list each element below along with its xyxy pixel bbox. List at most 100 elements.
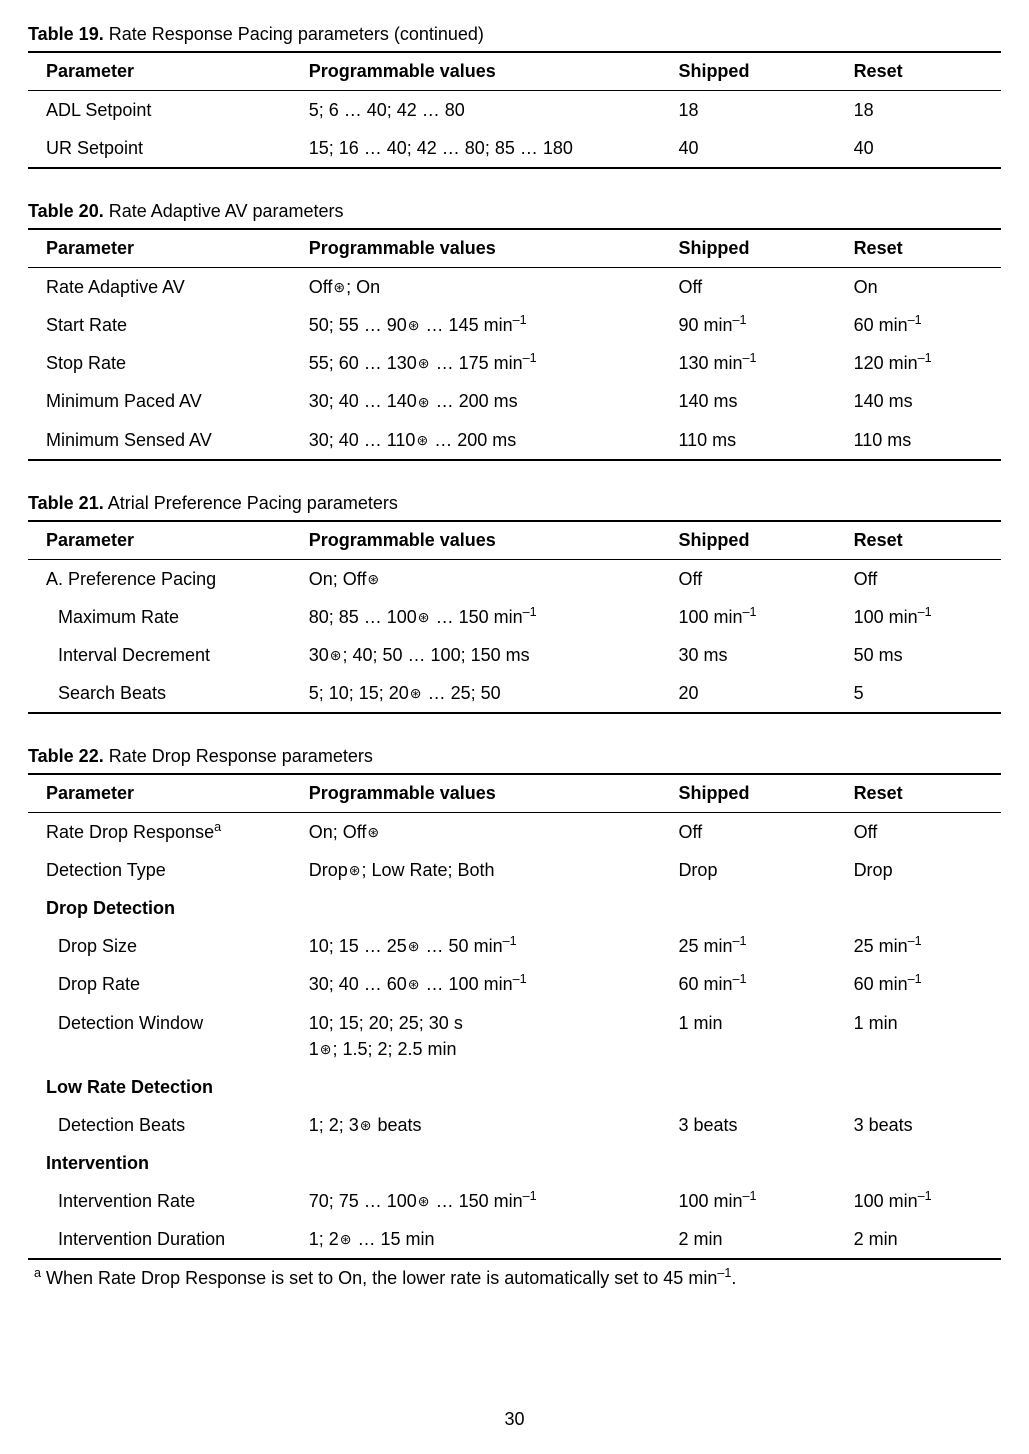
column-header: Parameter — [28, 521, 291, 560]
table-cell: Detection Window — [28, 1004, 291, 1068]
table-cell: Low Rate Detection — [28, 1068, 291, 1106]
column-header: Parameter — [28, 774, 291, 813]
table-row: Start Rate50; 55 … 90⊛ … 145 min–190 min… — [28, 306, 1001, 344]
table-cell: 80; 85 … 100⊛ … 150 min–1 — [291, 598, 661, 636]
table-cell: 30 ms — [660, 636, 835, 674]
table-cell — [291, 889, 661, 927]
table-cell — [836, 1144, 1001, 1182]
table-cell: 120 min–1 — [836, 344, 1001, 382]
table-title: Table 20. Rate Adaptive AV parameters — [28, 201, 1001, 222]
table-cell: Intervention Duration — [28, 1220, 291, 1259]
table-cell: Drop Size — [28, 927, 291, 965]
page-number: 30 — [28, 1409, 1001, 1430]
table-cell: 100 min–1 — [836, 1182, 1001, 1220]
table-cell: 18 — [836, 91, 1001, 130]
column-header: Shipped — [660, 774, 835, 813]
table-row: Maximum Rate80; 85 … 100⊛ … 150 min–1100… — [28, 598, 1001, 636]
table-cell — [660, 1068, 835, 1106]
table-cell: Drop⊛; Low Rate; Both — [291, 851, 661, 889]
table-cell: On — [836, 268, 1001, 307]
table-cell: 90 min–1 — [660, 306, 835, 344]
table-block: Table 19. Rate Response Pacing parameter… — [28, 24, 1001, 169]
table-cell: Drop — [836, 851, 1001, 889]
table-cell: 3 beats — [660, 1106, 835, 1144]
table-cell: 1 min — [660, 1004, 835, 1068]
table-cell: Minimum Paced AV — [28, 382, 291, 420]
table-cell: 25 min–1 — [660, 927, 835, 965]
table-cell: 2 min — [660, 1220, 835, 1259]
table-cell: 60 min–1 — [836, 306, 1001, 344]
column-header: Programmable values — [291, 521, 661, 560]
table-cell: 110 ms — [660, 421, 835, 460]
table-row: Intervention Rate70; 75 … 100⊛ … 150 min… — [28, 1182, 1001, 1220]
table-cell: 55; 60 … 130⊛ … 175 min–1 — [291, 344, 661, 382]
table-row: Drop Detection — [28, 889, 1001, 927]
table-row: ADL Setpoint5; 6 … 40; 42 … 801818 — [28, 91, 1001, 130]
table-cell: 3 beats — [836, 1106, 1001, 1144]
table-cell: Off — [836, 813, 1001, 852]
table-cell: Off⊛; On — [291, 268, 661, 307]
table-cell: Stop Rate — [28, 344, 291, 382]
table-title: Table 19. Rate Response Pacing parameter… — [28, 24, 1001, 45]
table-row: Minimum Paced AV30; 40 … 140⊛ … 200 ms14… — [28, 382, 1001, 420]
table-cell: Off — [660, 813, 835, 852]
table-row: UR Setpoint15; 16 … 40; 42 … 80; 85 … 18… — [28, 129, 1001, 168]
table-cell: 140 ms — [836, 382, 1001, 420]
column-header: Reset — [836, 521, 1001, 560]
table-cell: 5 — [836, 674, 1001, 713]
column-header: Programmable values — [291, 52, 661, 91]
table-cell: 50 ms — [836, 636, 1001, 674]
table-cell: Detection Beats — [28, 1106, 291, 1144]
table-cell: 40 — [660, 129, 835, 168]
table-cell: Drop — [660, 851, 835, 889]
table-cell: 5; 10; 15; 20⊛ … 25; 50 — [291, 674, 661, 713]
column-header: Parameter — [28, 229, 291, 268]
table-cell — [660, 1144, 835, 1182]
table-cell: 70; 75 … 100⊛ … 150 min–1 — [291, 1182, 661, 1220]
table-cell — [291, 1144, 661, 1182]
table-cell: 18 — [660, 91, 835, 130]
table-cell: 1; 2⊛ … 15 min — [291, 1220, 661, 1259]
table-cell: 10; 15 … 25⊛ … 50 min–1 — [291, 927, 661, 965]
table-cell: Rate Drop Responsea — [28, 813, 291, 852]
table-cell: 100 min–1 — [660, 1182, 835, 1220]
parameter-table: ParameterProgrammable valuesShippedReset… — [28, 773, 1001, 1260]
table-cell: 2 min — [836, 1220, 1001, 1259]
table-cell: Intervention — [28, 1144, 291, 1182]
table-row: A. Preference PacingOn; Off⊛OffOff — [28, 559, 1001, 598]
table-row: Detection Beats1; 2; 3⊛ beats3 beats3 be… — [28, 1106, 1001, 1144]
table-cell: 1; 2; 3⊛ beats — [291, 1106, 661, 1144]
table-cell — [836, 889, 1001, 927]
table-block: Table 21. Atrial Preference Pacing param… — [28, 493, 1001, 714]
table-cell: 30⊛; 40; 50 … 100; 150 ms — [291, 636, 661, 674]
table-block: Table 22. Rate Drop Response parametersP… — [28, 746, 1001, 1289]
table-cell: 30; 40 … 60⊛ … 100 min–1 — [291, 965, 661, 1003]
table-cell: Interval Decrement — [28, 636, 291, 674]
table-cell: 30; 40 … 140⊛ … 200 ms — [291, 382, 661, 420]
table-row: Intervention — [28, 1144, 1001, 1182]
table-cell: Minimum Sensed AV — [28, 421, 291, 460]
table-cell: Intervention Rate — [28, 1182, 291, 1220]
table-cell: 140 ms — [660, 382, 835, 420]
table-row: Rate Adaptive AVOff⊛; OnOffOn — [28, 268, 1001, 307]
table-cell: On; Off⊛ — [291, 813, 661, 852]
table-cell: 1 min — [836, 1004, 1001, 1068]
column-header: Programmable values — [291, 229, 661, 268]
table-cell: On; Off⊛ — [291, 559, 661, 598]
table-cell: Drop Rate — [28, 965, 291, 1003]
table-cell: Maximum Rate — [28, 598, 291, 636]
column-header: Reset — [836, 774, 1001, 813]
table-row: Drop Rate30; 40 … 60⊛ … 100 min–160 min–… — [28, 965, 1001, 1003]
table-cell: 60 min–1 — [836, 965, 1001, 1003]
page-content: Table 19. Rate Response Pacing parameter… — [28, 24, 1001, 1289]
table-cell: UR Setpoint — [28, 129, 291, 168]
parameter-table: ParameterProgrammable valuesShippedReset… — [28, 228, 1001, 460]
column-header: Programmable values — [291, 774, 661, 813]
column-header: Reset — [836, 229, 1001, 268]
table-cell: Off — [660, 268, 835, 307]
table-cell: Search Beats — [28, 674, 291, 713]
table-cell: Rate Adaptive AV — [28, 268, 291, 307]
table-cell: 60 min–1 — [660, 965, 835, 1003]
table-cell — [291, 1068, 661, 1106]
table-cell: A. Preference Pacing — [28, 559, 291, 598]
